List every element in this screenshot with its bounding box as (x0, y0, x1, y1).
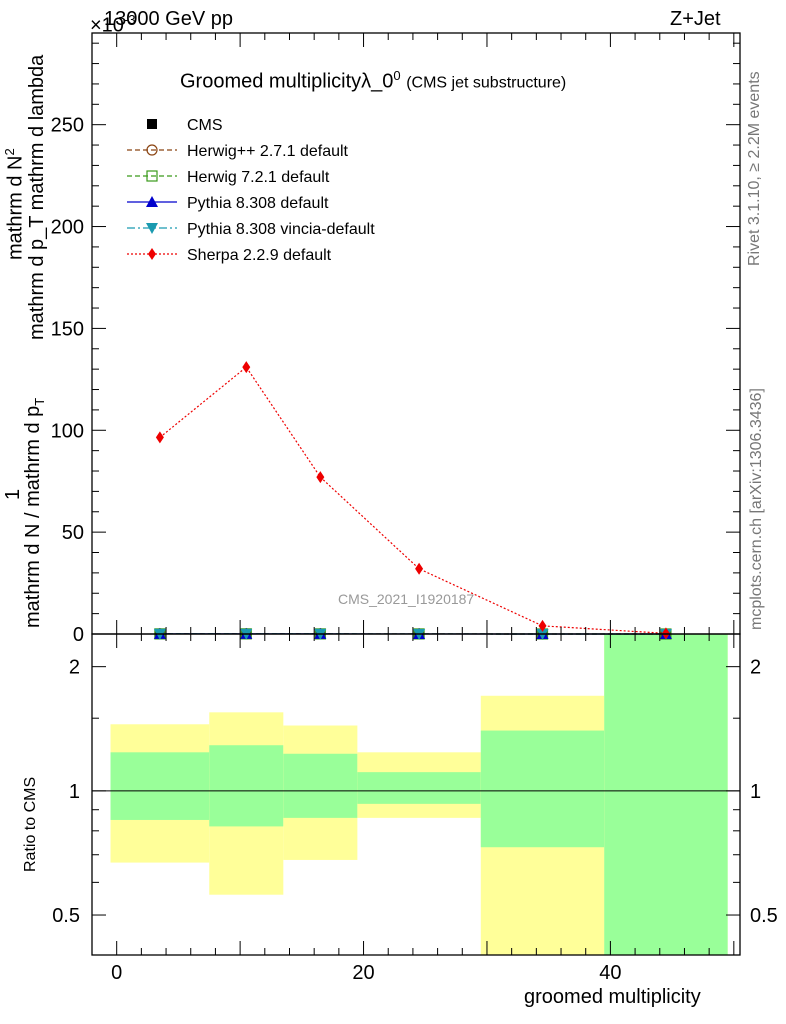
ylabel-num-part2: N (4, 155, 27, 170)
legend-marker-3 (146, 196, 158, 207)
ratio-uncertainty-bands (92, 634, 740, 955)
main-ytick-label-200: 200 (51, 217, 84, 239)
ratio-band-green-0 (110, 752, 210, 820)
series-5-point-4 (538, 619, 547, 632)
legend-entry-2: Herwig 7.2.1 default (127, 169, 330, 186)
xtick-label-20: 20 (352, 962, 374, 984)
main-ylabel-left-denominator: mathrm d N / mathrm d pT (22, 398, 47, 628)
exponent-power: -3 (123, 12, 136, 27)
legend-marker-5 (148, 248, 156, 260)
exponent-base: ×10 (90, 14, 124, 37)
legend-label-4: Pythia 8.308 vincia-default (187, 221, 375, 238)
ratio-ytick-label-left-0.5: 0.5 (52, 905, 80, 927)
legend-label-3: Pythia 8.308 default (187, 195, 329, 212)
legend-marker-2 (146, 170, 158, 182)
legend-entry-0: CMS (147, 117, 223, 134)
plot-frames (91, 32, 741, 956)
series-line-5 (159, 366, 666, 634)
axis-ticks (92, 33, 740, 956)
ylabel-num-sup: 2 (2, 148, 17, 156)
title-superscript: 0 (393, 68, 401, 83)
series-5-point-2 (316, 471, 325, 484)
main-ytick-label-250: 250 (51, 115, 84, 137)
legend-entry-1: Herwig++ 2.7.1 default (127, 143, 349, 160)
title-main: Groomed multiplicityλ_0 (180, 70, 394, 93)
process-label: 13000 GeV pp (104, 8, 233, 30)
main-ytick-label-150: 150 (51, 318, 84, 340)
ratio-frame (91, 633, 741, 956)
legend-label-5: Sherpa 2.2.9 default (187, 247, 332, 264)
ylabel-left-den-sub: T (32, 397, 47, 406)
ratio-ytick-label-right-0.5: 0.5 (750, 905, 778, 927)
ratio-band-green-4 (480, 730, 605, 848)
ratio-band-green-2 (283, 753, 358, 818)
xtick-label-40: 40 (599, 962, 621, 984)
mcplots-label: mcplots.cern.ch [arXiv:1306.3436] (748, 388, 765, 630)
ratio-ytick-label-left-2: 2 (69, 657, 80, 679)
ratio-band-green-3 (357, 772, 481, 804)
series-5-point-3 (415, 562, 424, 575)
xtick-label-0: 0 (111, 962, 122, 984)
legend-label-1: Herwig++ 2.7.1 default (187, 143, 349, 160)
main-ylabel-denominator: mathrm d p_T mathrm d lambda (26, 54, 48, 340)
axis-tick-labels: 0 50 100 150 200 250 0 20 40 0.5 0.5 1 1 2 2 (51, 115, 778, 984)
main-ytick-label-100: 100 (51, 420, 84, 442)
legend-entry-4: Pythia 8.308 vincia-default (127, 221, 375, 238)
series-5-point-0 (155, 431, 164, 444)
chart-title: Groomed multiplicityλ_00 (CMS jet substr… (180, 68, 566, 94)
x-axis-label: groomed multiplicity (524, 986, 701, 1008)
ratio-ytick-label-left-1: 1 (69, 781, 80, 803)
ratio-band-green-1 (209, 745, 284, 827)
main-ytick-label-50: 50 (62, 522, 84, 544)
ylabel-left-den-main: mathrm d N / mathrm d p (22, 405, 44, 628)
main-ylabel-numerator: mathrm d N2 (2, 148, 28, 260)
ylabel-num-part1: mathrm d (4, 175, 27, 260)
exponent-label: ×10-3 (90, 12, 136, 38)
main-ytick-label-0: 0 (73, 624, 84, 646)
ratio-ytick-label-right-1: 1 (750, 781, 761, 803)
legend-entry-5: Sherpa 2.2.9 default (127, 247, 332, 264)
legend-label-2: Herwig 7.2.1 default (187, 169, 330, 186)
legend: CMS Herwig++ 2.7.1 default Herwig 7.2.1 de… (127, 117, 375, 264)
legend-marker-0 (147, 119, 157, 129)
ratio-ylabel: Ratio to CMS (22, 776, 39, 872)
legend-marker-1 (146, 144, 158, 156)
channel-label: Z+Jet (670, 8, 721, 30)
legend-entry-3: Pythia 8.308 default (127, 195, 329, 212)
legend-marker-4 (146, 223, 158, 234)
legend-label-0: CMS (187, 117, 223, 134)
analysis-id: CMS_2021_I1920187 (338, 591, 475, 607)
ratio-ytick-label-right-2: 2 (750, 657, 761, 679)
ratio-band-green-5 (604, 634, 728, 955)
series-5-point-1 (242, 361, 251, 374)
rivet-label: Rivet 3.1.10, ≥ 2.2M events (746, 71, 763, 266)
title-sub: (CMS jet substructure) (406, 74, 567, 92)
